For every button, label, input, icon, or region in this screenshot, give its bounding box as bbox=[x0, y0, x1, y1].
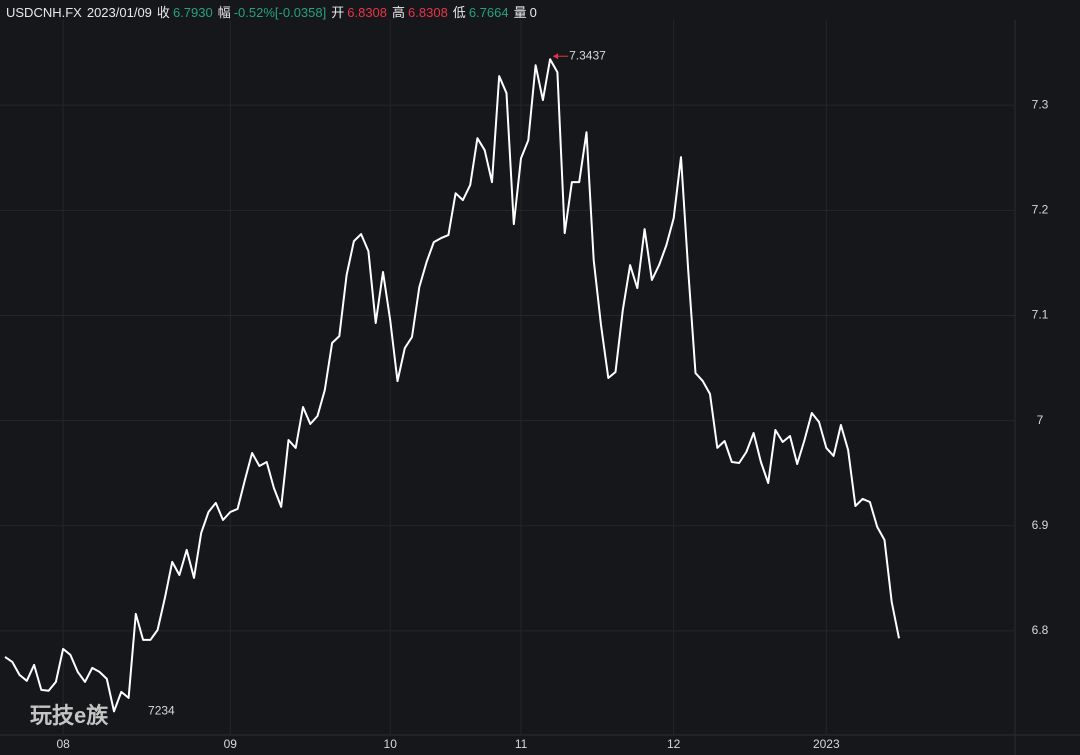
item-label: 收 bbox=[156, 5, 170, 20]
watermark: 玩技e族 bbox=[30, 703, 109, 728]
annotation-arrowhead bbox=[553, 53, 559, 60]
y-tick-label: 6.8 bbox=[1032, 623, 1049, 637]
price-line bbox=[4, 58, 900, 713]
x-tick-label: 11 bbox=[515, 737, 528, 751]
item-value: 0 bbox=[529, 5, 537, 20]
x-tick-label: 2023 bbox=[813, 737, 840, 751]
item-value: 6.7930 bbox=[172, 5, 213, 20]
header: USDCNH.FX 2023/01/09 收 6.7930 幅 -0.52%[-0.035… bbox=[6, 2, 542, 20]
item-label: 幅 bbox=[217, 5, 231, 20]
x-tick-label: 12 bbox=[667, 737, 681, 751]
x-tick-label: 08 bbox=[56, 737, 70, 751]
item-label: 低 bbox=[452, 5, 466, 20]
x-tick-label: 10 bbox=[384, 737, 398, 751]
y-tick-label: 7.2 bbox=[1032, 202, 1049, 216]
y-tick-label: 6.9 bbox=[1032, 518, 1049, 532]
annotation: 7.3437 bbox=[569, 48, 606, 62]
item-value: 6.8308 bbox=[408, 5, 448, 20]
item-value: 6.7664 bbox=[468, 5, 509, 20]
item-label: 开 bbox=[331, 5, 345, 20]
date: 2023/01/09 bbox=[86, 5, 152, 20]
x-tick-label: 09 bbox=[224, 737, 238, 751]
y-tick-label: 7.1 bbox=[1032, 308, 1049, 322]
item-label: 量 bbox=[513, 5, 527, 20]
item-value: 6.8308 bbox=[347, 5, 388, 20]
y-tick-label: 7 bbox=[1037, 413, 1044, 427]
y-tick-label: 7.3 bbox=[1032, 97, 1049, 111]
annotation: 7234 bbox=[148, 704, 175, 718]
symbol: USDCNH.FX bbox=[6, 5, 82, 20]
item-label: 高 bbox=[392, 5, 406, 20]
item-value: -0.52%[-0.0358] bbox=[233, 5, 327, 20]
